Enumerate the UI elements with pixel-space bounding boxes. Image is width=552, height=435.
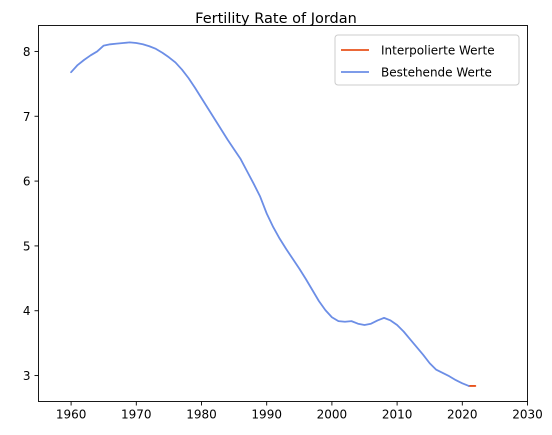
x-tick-label-1970: 1970 [121, 408, 152, 422]
y-tick-label-4: 4 [23, 304, 31, 318]
legend: Interpolierte Werte Bestehende Werte [334, 34, 520, 86]
x-tick-label-2010: 2010 [382, 408, 413, 422]
x-tick-label-2000: 2000 [317, 408, 348, 422]
x-axis: 1960 1970 1980 1990 2000 2010 2020 2030 [56, 401, 543, 422]
y-tick-label-6: 6 [23, 175, 31, 189]
plot-frame [38, 25, 528, 402]
y-tick-label-3: 3 [23, 369, 31, 383]
y-tick-label-8: 8 [23, 45, 31, 59]
y-tick-label-7: 7 [23, 110, 31, 124]
x-tick-label-2020: 2020 [447, 408, 478, 422]
legend-label-1: Bestehende Werte [381, 66, 492, 80]
y-tick-label-5: 5 [23, 239, 31, 253]
plot-lines [70, 41, 477, 387]
x-tick-label-1990: 1990 [251, 408, 282, 422]
x-tick-label-2030: 2030 [512, 408, 543, 422]
x-tick-label-1960: 1960 [56, 408, 87, 422]
y-axis: 3 4 5 6 7 8 [23, 45, 39, 383]
legend-box [334, 34, 520, 86]
chart-title: Fertility Rate of Jordan [195, 11, 357, 27]
x-tick-label-1980: 1980 [186, 408, 217, 422]
series-line-1 [70, 41, 470, 387]
legend-label-0: Interpolierte Werte [381, 44, 495, 58]
